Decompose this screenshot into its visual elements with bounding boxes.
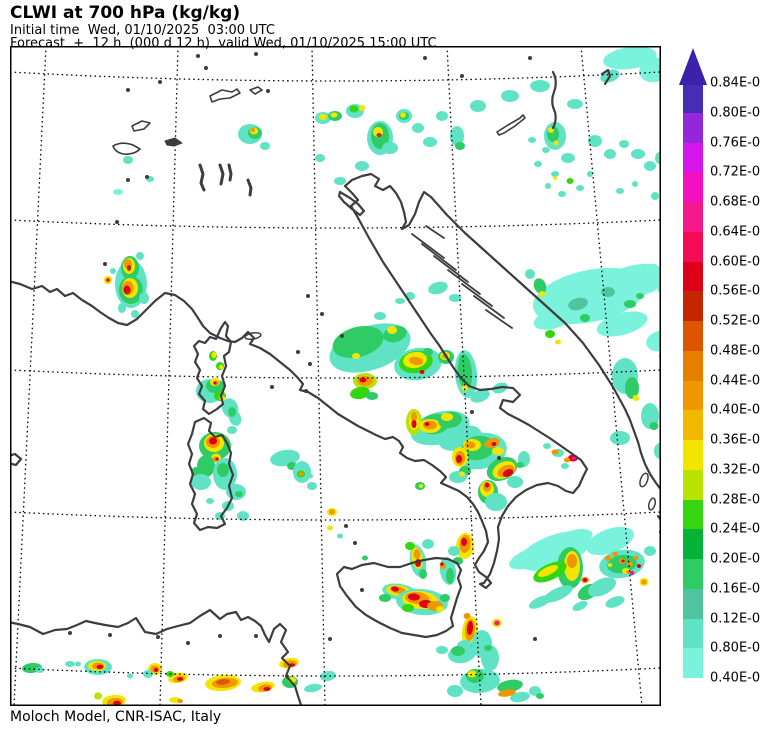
color-scale-segment [683,231,703,262]
map-border [10,46,661,706]
color-scale-segment [683,142,703,173]
color-scale-tick-label: 0.80E-03 [710,105,760,121]
color-scale-segment [683,172,703,202]
color-scale-segment [683,261,703,292]
color-scale-tick-label: 0.84E-03 [710,75,760,91]
color-scale-segment [683,380,703,411]
color-scale-tick-label: 0.36E-03 [710,432,760,448]
color-scale-segment [683,321,703,351]
color-scale-tick-label: 0.44E-03 [710,373,760,388]
color-scale-segment [683,529,703,559]
color-scale-overflow-arrow [679,48,707,85]
color-scale-tick-label: 0.24E-03 [710,521,760,537]
color-scale-tick-label: 0.20E-03 [710,551,760,567]
color-scale-tick-label: 0.60E-03 [710,254,760,269]
color-scale-segment [683,559,703,589]
color-scale-segment [683,202,703,232]
color-scale-segment [683,499,703,530]
color-scale-tick-label: 0.64E-03 [710,224,760,240]
color-scale-tick-label: 0.28E-03 [710,492,760,507]
color-scale-tick-label: 0.16E-03 [710,581,760,597]
color-scale-tick-label: 0.80E-04 [710,640,760,656]
color-scale-segment [683,440,703,470]
color-scale-tick-label: 0.76E-03 [710,135,760,150]
color-scale-tick-label: 0.72E-03 [710,164,760,180]
color-scale-segment [683,648,703,678]
coastlines [10,52,661,706]
color-scale-tick-label: 0.48E-03 [710,343,760,359]
color-scale-tick-label: 0.32E-03 [710,462,760,478]
initial-time-label: Initial time Wed, 01/10/2025 03:00 UTC [10,23,275,38]
color-scale-tick-label: 0.12E-03 [710,611,760,626]
page-title: CLWI at 700 hPa (kg/kg) [10,3,241,23]
color-scale-tick-label: 0.56E-03 [710,283,760,299]
color-scale-segment [683,410,703,440]
color-scale-tick-label: 0.40E-03 [710,402,760,418]
color-scale-segment [683,291,703,321]
color-scale-segment [683,350,703,381]
color-scale-tick-label: 0.68E-03 [710,194,760,210]
map-canvas [10,46,661,706]
color-scale-segment [683,588,703,619]
cloud-blobs [22,46,661,706]
color-scale-segment [683,618,703,649]
color-scale-segment [683,112,703,143]
color-scale-tick-label: 0.52E-03 [710,313,760,329]
color-scale-tick-label: 0.40E-04 [710,670,760,686]
graticule [10,46,661,706]
model-credit: Moloch Model, CNR-ISAC, Italy [10,709,222,725]
color-scale-segment [683,469,703,500]
color-scale-segment [683,83,703,113]
